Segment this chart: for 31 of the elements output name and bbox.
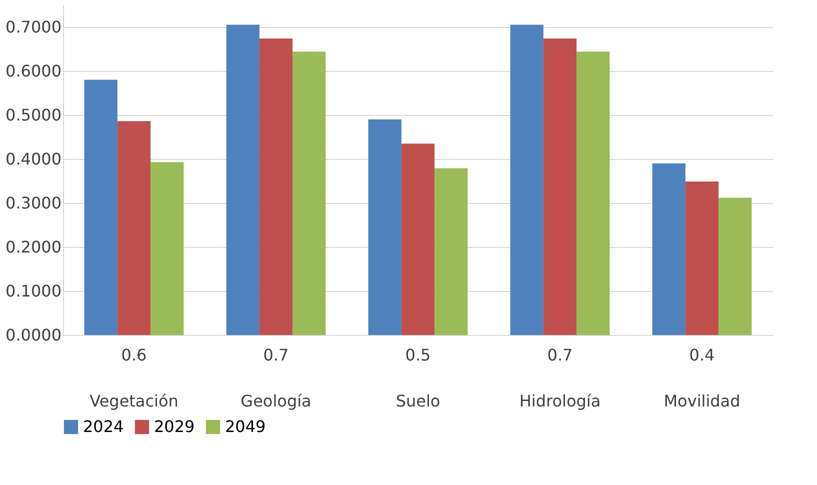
category-label: 0.4 Movilidad <box>664 346 740 410</box>
y-tick-label: 0.1000 <box>6 282 62 300</box>
bar <box>84 80 118 335</box>
bar <box>652 163 686 335</box>
bar <box>510 24 544 335</box>
bar <box>718 198 752 335</box>
bar <box>368 119 402 335</box>
bar <box>576 52 610 335</box>
y-tick-label: 0.2000 <box>6 238 62 256</box>
category-label: 0.5 Suelo <box>396 346 440 410</box>
bar <box>226 24 260 335</box>
y-tick-label: 0.3000 <box>6 194 62 212</box>
category-label: 0.7 Geología <box>240 346 312 410</box>
y-tick-label: 0.0000 <box>6 326 62 344</box>
bar <box>543 38 577 335</box>
bar <box>401 144 435 335</box>
legend-label: 2029 <box>154 417 195 436</box>
legend-label: 2024 <box>83 417 124 436</box>
legend-label: 2049 <box>225 417 266 436</box>
bar <box>292 52 326 335</box>
y-tick-label: 0.4000 <box>6 150 62 168</box>
y-tick-label: 0.5000 <box>6 106 62 124</box>
bar <box>685 181 719 335</box>
category-label: 0.7 Hidrología <box>519 346 601 410</box>
y-tick-label: 0.7000 <box>6 18 62 36</box>
bar <box>434 168 468 335</box>
y-tick-label: 0.6000 <box>6 62 62 80</box>
category-label: 0.6 Vegetación <box>90 346 178 410</box>
bar <box>150 162 184 335</box>
bar <box>117 121 151 335</box>
bar <box>259 38 293 335</box>
